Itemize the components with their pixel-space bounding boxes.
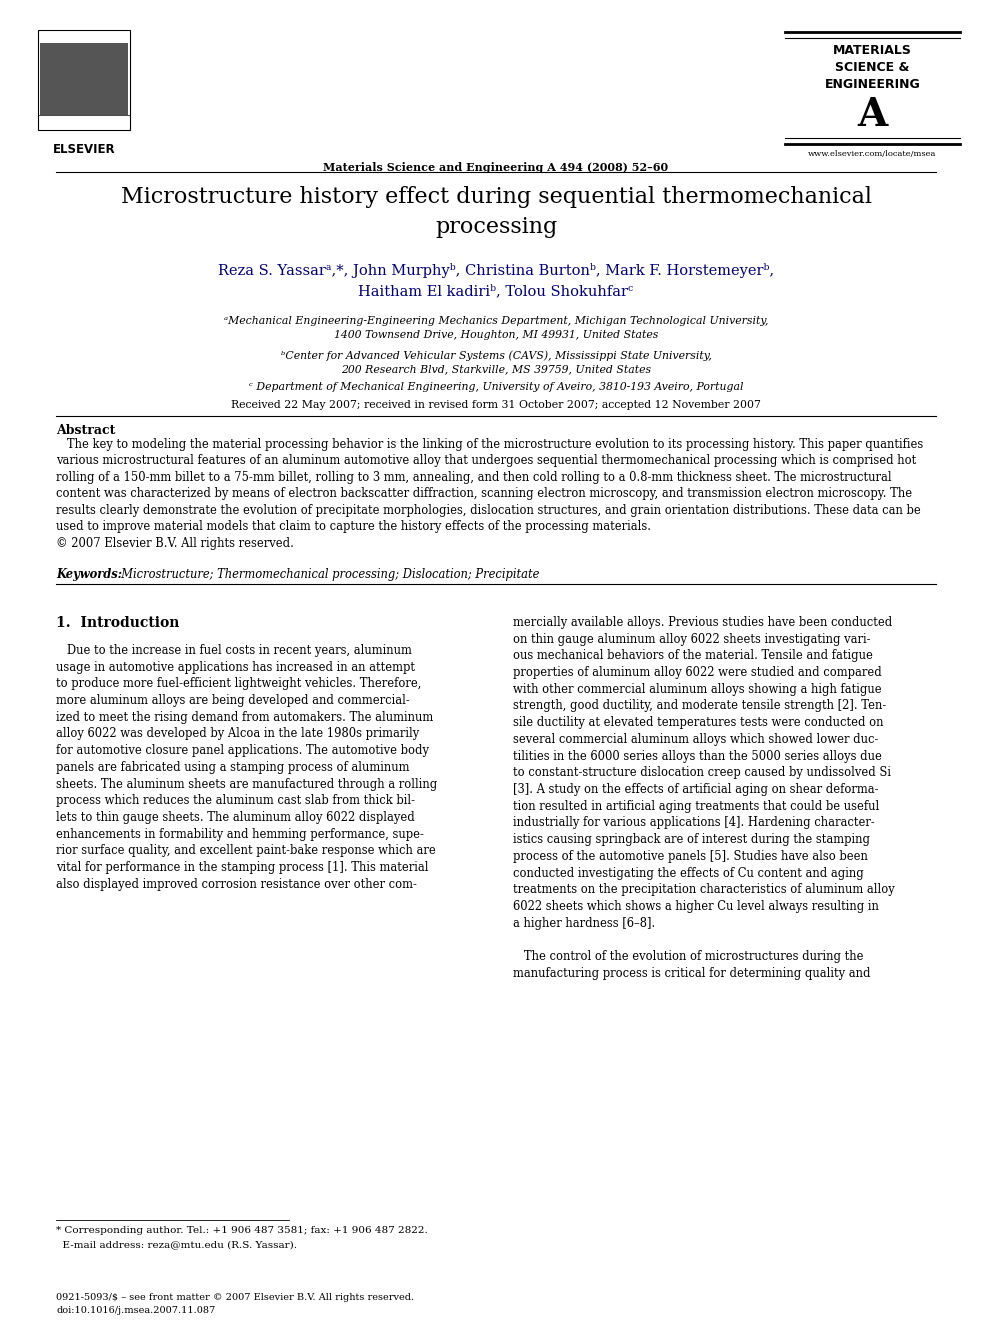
Text: A: A bbox=[857, 97, 888, 134]
Text: Materials Science and Engineering A 494 (2008) 52–60: Materials Science and Engineering A 494 … bbox=[323, 161, 669, 173]
Text: 1.  Introduction: 1. Introduction bbox=[56, 617, 180, 630]
Text: www.elsevier.com/locate/msea: www.elsevier.com/locate/msea bbox=[808, 149, 936, 157]
Text: Keywords:: Keywords: bbox=[56, 568, 122, 581]
Bar bbox=[40, 44, 128, 115]
Text: The key to modeling the material processing behavior is the linking of the micro: The key to modeling the material process… bbox=[56, 438, 924, 550]
Text: 1400 Townsend Drive, Houghton, MI 49931, United States: 1400 Townsend Drive, Houghton, MI 49931,… bbox=[334, 329, 658, 340]
Text: * Corresponding author. Tel.: +1 906 487 3581; fax: +1 906 487 2822.: * Corresponding author. Tel.: +1 906 487… bbox=[56, 1226, 428, 1234]
Text: Microstructure; Thermomechanical processing; Dislocation; Precipitate: Microstructure; Thermomechanical process… bbox=[114, 568, 540, 581]
Text: E-mail address: reza@mtu.edu (R.S. Yassar).: E-mail address: reza@mtu.edu (R.S. Yassa… bbox=[56, 1240, 297, 1249]
Text: ᶜ Department of Mechanical Engineering, University of Aveiro, 3810-193 Aveiro, P: ᶜ Department of Mechanical Engineering, … bbox=[249, 382, 743, 392]
Text: SCIENCE &: SCIENCE & bbox=[835, 61, 910, 74]
Text: ᵃMechanical Engineering-Engineering Mechanics Department, Michigan Technological: ᵃMechanical Engineering-Engineering Mech… bbox=[224, 316, 768, 325]
Text: ENGINEERING: ENGINEERING bbox=[824, 78, 921, 91]
Text: 0921-5093/$ – see front matter © 2007 Elsevier B.V. All rights reserved.: 0921-5093/$ – see front matter © 2007 El… bbox=[56, 1293, 414, 1302]
Text: MATERIALS: MATERIALS bbox=[833, 44, 912, 57]
Text: Abstract: Abstract bbox=[56, 423, 115, 437]
Text: mercially available alloys. Previous studies have been conducted
on thin gauge a: mercially available alloys. Previous stu… bbox=[513, 617, 895, 980]
Text: ᵇCenter for Advanced Vehicular Systems (CAVS), Mississippi State University,: ᵇCenter for Advanced Vehicular Systems (… bbox=[281, 351, 711, 361]
Text: Due to the increase in fuel costs in recent years, aluminum
usage in automotive : Due to the increase in fuel costs in rec… bbox=[56, 644, 437, 890]
Text: processing: processing bbox=[434, 216, 558, 238]
Bar bbox=[38, 30, 130, 130]
Text: Received 22 May 2007; received in revised form 31 October 2007; accepted 12 Nove: Received 22 May 2007; received in revise… bbox=[231, 400, 761, 410]
Text: Reza S. Yassarᵃ,*, John Murphyᵇ, Christina Burtonᵇ, Mark F. Horstemeyerᵇ,: Reza S. Yassarᵃ,*, John Murphyᵇ, Christi… bbox=[218, 263, 774, 278]
Text: Microstructure history effect during sequential thermomechanical: Microstructure history effect during seq… bbox=[120, 187, 872, 208]
Text: ELSEVIER: ELSEVIER bbox=[53, 143, 115, 156]
Text: doi:10.1016/j.msea.2007.11.087: doi:10.1016/j.msea.2007.11.087 bbox=[56, 1306, 215, 1315]
Text: 200 Research Blvd, Starkville, MS 39759, United States: 200 Research Blvd, Starkville, MS 39759,… bbox=[341, 364, 651, 374]
Text: Haitham El kadiriᵇ, Tolou Shokuhfarᶜ: Haitham El kadiriᵇ, Tolou Shokuhfarᶜ bbox=[358, 284, 634, 298]
